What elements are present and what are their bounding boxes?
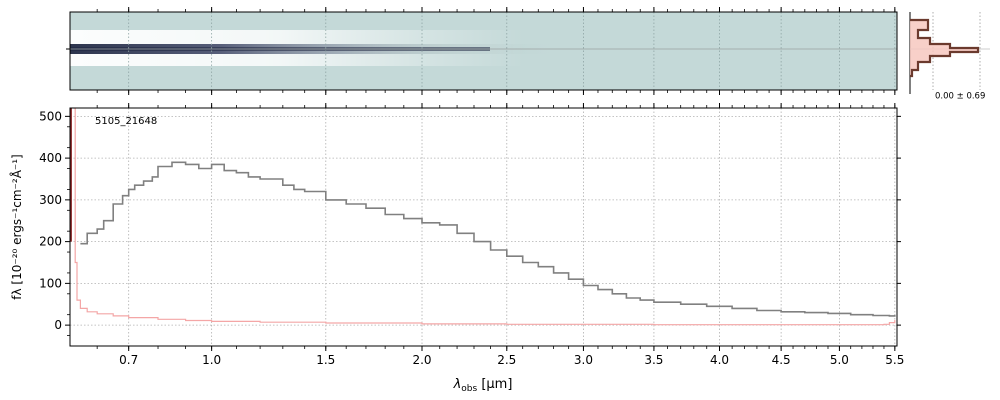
x-tick-label: 1.5 [316,353,335,367]
x-tick-label: 3.0 [574,353,593,367]
spectrum-2d-xticks [96,7,896,95]
y-axis-label: fλ [10⁻²⁰ ergs⁻¹cm⁻²Å⁻¹] [9,154,24,299]
histogram-outline [910,18,980,78]
histogram-stats-label: 0.00 ± 0.69 [935,92,985,102]
plot-frame [69,107,898,347]
y-tick-label: 400 [39,151,62,165]
plot-area [70,108,897,346]
x-tick-label: 1.0 [202,353,221,367]
plot-series [70,108,896,326]
plot-ticks: 0.7 1.0 1.5 2.0 2.5 3.0 3.5 4.0 4.5 5.0 5.5 0 100 200… [39,103,904,367]
flux-spectrum-line [80,161,896,317]
x-tick-label: 3.5 [644,353,663,367]
x-tick-label: 5.0 [830,353,849,367]
x-tick-label: 5.5 [885,353,904,367]
spectrum-1d-panel: 0.7 1.0 1.5 2.0 2.5 3.0 3.5 4.0 4.5 5.0 5.5 0 100 200… [9,103,904,394]
x-axis-label-main: λ [453,377,462,392]
x-tick-label: 2.5 [497,353,516,367]
histogram-panel: 0.00 ± 0.69 [909,12,990,102]
y-tick-label: 100 [39,276,62,290]
spectrum-2d-grid [128,12,896,90]
flux-error-line [73,108,896,326]
y-tick-label: 200 [39,235,62,249]
y-tick-label: 0 [54,318,62,332]
x-axis-label-unit: [μm] [477,377,512,392]
x-axis-label-sub: obs [461,384,477,394]
spectrum-2d-frame [69,11,898,91]
y-tick-label: 500 [39,109,62,123]
x-tick-label: 2.0 [412,353,431,367]
x-tick-label: 4.5 [772,353,791,367]
spectrum-2d-panel [66,7,898,95]
object-annotation: 5105_21648 [95,116,157,127]
y-tick-label: 300 [39,193,62,207]
x-tick-label: 4.0 [710,353,729,367]
x-tick-label: 0.7 [119,353,138,367]
x-axis-label: λobs [μm] [453,377,513,394]
